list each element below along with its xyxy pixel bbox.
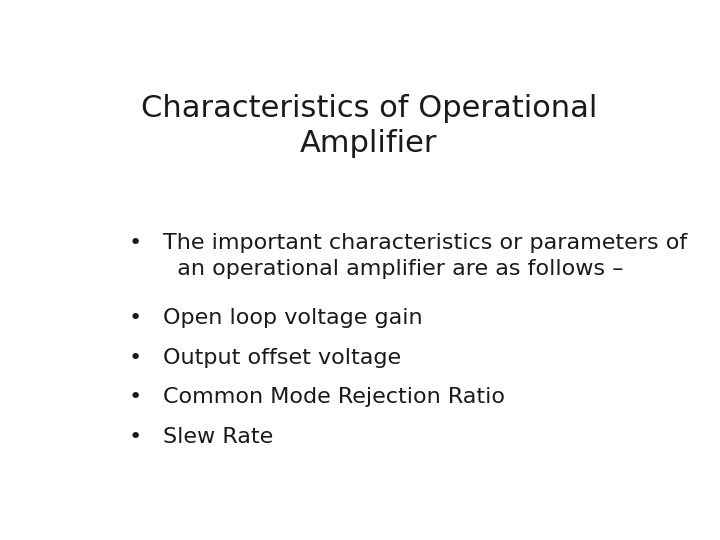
Text: Slew Rate: Slew Rate <box>163 427 273 447</box>
Text: •: • <box>129 427 143 447</box>
Text: •: • <box>129 387 143 407</box>
Text: Open loop voltage gain: Open loop voltage gain <box>163 308 422 328</box>
Text: •: • <box>129 233 143 253</box>
Text: Characteristics of Operational: Characteristics of Operational <box>141 94 597 123</box>
Text: Common Mode Rejection Ratio: Common Mode Rejection Ratio <box>163 387 505 407</box>
Text: •: • <box>129 308 143 328</box>
Text: •: • <box>129 348 143 368</box>
Text: The important characteristics or parameters of
  an operational amplifier are as: The important characteristics or paramet… <box>163 233 687 279</box>
Text: Output offset voltage: Output offset voltage <box>163 348 400 368</box>
Text: Amplifier: Amplifier <box>300 129 438 158</box>
